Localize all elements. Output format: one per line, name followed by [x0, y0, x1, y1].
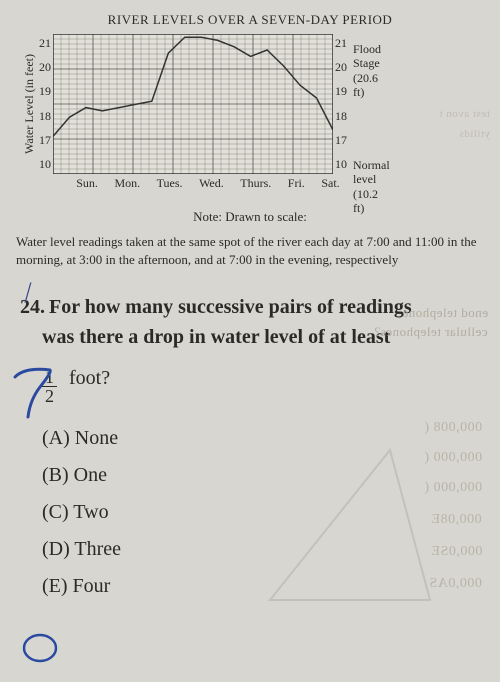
xtick: Sat. [321, 176, 339, 191]
xtick: Thurs. [240, 176, 271, 191]
xtick: Fri. [288, 176, 305, 191]
question-block: ⁄ 24. For how many successive pairs of r… [20, 292, 480, 598]
ytick: 18 [335, 109, 347, 124]
ytick: 20 [335, 60, 347, 75]
ytick: 17 [39, 133, 51, 148]
ytick: 18 [39, 109, 51, 124]
ytick: 21 [335, 36, 347, 51]
fraction-numerator: 1 [42, 368, 57, 387]
choice-e[interactable]: (E) Four [42, 575, 480, 598]
chart-area: Water Level (in feet) 21 20 19 18 17 10 … [20, 34, 488, 174]
ytick: 10 [39, 157, 51, 172]
chart-caption: Water level readings taken at the same s… [16, 233, 484, 268]
normal-level-label: Normal level [353, 158, 390, 187]
xtick: Tues. [157, 176, 183, 191]
choice-b[interactable]: (B) One [42, 464, 480, 487]
y-ticks-left: 21 20 19 18 17 10 [39, 34, 51, 172]
ytick: 19 [39, 84, 51, 99]
chart-title: RIVER LEVELS OVER A SEVEN-DAY PERIOD [12, 12, 488, 28]
xtick: Mon. [114, 176, 140, 191]
x-ticks: Sun. Mon. Tues. Wed. Thurs. Fri. Sat. [68, 176, 348, 191]
xtick: Wed. [199, 176, 224, 191]
chart-note: Note: Drawn to scale: [12, 209, 488, 225]
flood-stage-value: (20.6 ft) [353, 71, 381, 100]
choice-d[interactable]: (D) Three [42, 538, 480, 561]
ytick: 19 [335, 84, 347, 99]
choice-c[interactable]: (C) Two [42, 501, 480, 524]
foot-label: foot? [69, 367, 110, 389]
choice-a[interactable]: (A) None [42, 427, 480, 450]
chart-svg [53, 34, 333, 174]
normal-level-value: (10.2 ft) [353, 187, 390, 216]
ytick: 21 [39, 36, 51, 51]
fraction-denominator: 2 [42, 387, 57, 405]
pen-mark-circle-e [20, 632, 60, 664]
y-ticks-right: 21 20 19 18 17 10 [335, 34, 347, 172]
question-text-line1: For how many successive pairs of reading… [49, 296, 412, 318]
flood-stage-label: Flood Stage [353, 42, 381, 71]
xtick: Sun. [76, 176, 98, 191]
ytick: 20 [39, 60, 51, 75]
ytick: 17 [335, 133, 347, 148]
ytick: 10 [335, 157, 347, 172]
answer-choices: (A) None (B) One (C) Two (D) Three (E) F… [42, 427, 480, 598]
question-text-line2: was there a drop in water level of at le… [42, 322, 480, 352]
y-axis-label: Water Level (in feet) [20, 54, 37, 154]
fraction: 1 2 [42, 368, 57, 405]
